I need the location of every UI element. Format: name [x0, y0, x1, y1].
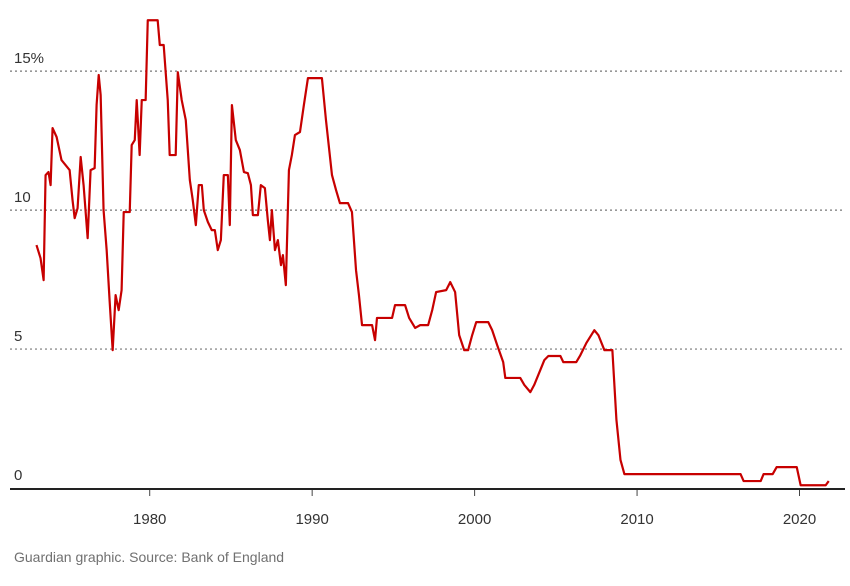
x-tick-label: 2010: [620, 511, 653, 528]
grid: 0 5 10 15% 1980 1990 2000 2010 2020: [10, 50, 845, 528]
y-tick-label: 0: [14, 467, 22, 484]
source-note: Guardian graphic. Source: Bank of Englan…: [14, 549, 284, 565]
x-tick-label: 1990: [295, 511, 328, 528]
x-tick-label: 2000: [458, 511, 491, 528]
y-tick-label: 5: [14, 328, 22, 345]
plot-area: [35, 19, 830, 487]
y-tick-label: 10: [14, 189, 31, 206]
x-tick-label: 1980: [133, 511, 166, 528]
x-tick-label: 2020: [783, 511, 816, 528]
y-tick-label: 15%: [14, 50, 44, 67]
rate-line: [35, 19, 830, 487]
